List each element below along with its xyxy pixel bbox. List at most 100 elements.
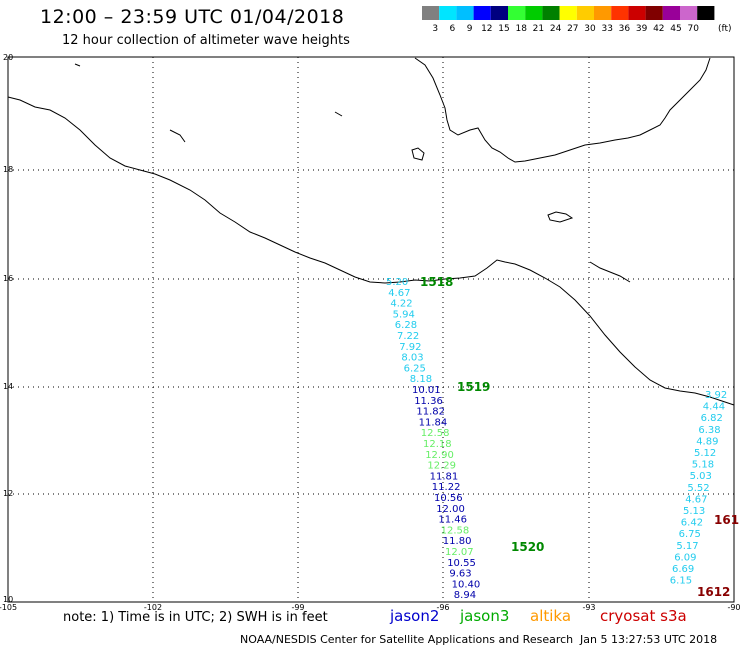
wave-height-value: 12.07 (445, 547, 474, 558)
scale-label: 27 (567, 24, 578, 34)
scale-label: 24 (550, 24, 562, 34)
scale-swatch (576, 6, 594, 20)
lat-label: 14 (3, 382, 13, 391)
orbit-label: 1518 (420, 275, 453, 289)
wave-height-value: 5.94 (393, 309, 415, 320)
scale-label: 15 (498, 24, 509, 34)
wave-height-value: 5.20 (386, 277, 408, 288)
scale-swatch (456, 6, 474, 20)
wave-height-value: 6.28 (395, 320, 417, 331)
wave-height-value: 4.67 (685, 494, 707, 505)
wave-height-value: 5.18 (692, 460, 714, 471)
scale-label: 6 (450, 24, 456, 34)
wave-height-value: 9.63 (449, 569, 471, 580)
scale-swatch (611, 6, 629, 20)
scale-swatch (525, 6, 543, 20)
scale-swatch (490, 6, 508, 20)
scale-label: 39 (636, 24, 648, 34)
scale-swatch (680, 6, 698, 20)
scale-swatch (662, 6, 680, 20)
wave-height-value: 8.03 (401, 353, 423, 364)
wave-height-value: 5.52 (687, 483, 709, 494)
scale-swatch (697, 6, 715, 20)
map-title: 12:00 – 23:59 UTC 01/04/2018 (40, 6, 345, 28)
scale-label: 70 (687, 24, 699, 34)
orbit-label: 161 (714, 513, 739, 527)
scale-swatch (422, 6, 440, 20)
scale-swatch (439, 6, 457, 20)
map-frame (7, 56, 735, 603)
wave-height-value: 5.17 (676, 541, 698, 552)
scale-label: 21 (533, 24, 544, 34)
lon-label: -99 (291, 603, 304, 612)
lat-label: 12 (3, 489, 13, 498)
wave-height-value: 12.00 (436, 504, 465, 515)
wave-height-value: 6.15 (670, 576, 692, 587)
scale-label: 33 (601, 24, 612, 34)
wave-height-value: 12.29 (427, 461, 456, 472)
wave-height-value: 6.75 (679, 529, 701, 540)
scale-label: 3 (432, 24, 438, 34)
wave-height-value: 6.09 (674, 552, 696, 563)
wave-height-value: 8.94 (454, 590, 476, 601)
wave-height-value: 8.18 (410, 374, 432, 385)
wave-height-value: 11.84 (419, 417, 448, 428)
wave-height-value: 4.89 (696, 436, 718, 447)
color-scale-bar: 3 6 9 12 15 18 21 24 27 30 33 36 39 42 45 70 (ft) (422, 6, 732, 34)
scale-swatch (594, 6, 612, 20)
wave-height-value: 12.58 (421, 428, 450, 439)
lat-label: 20 (3, 53, 13, 62)
wave-height-value: 5.03 (690, 471, 712, 482)
legend-cryosat: cryosat s3a (600, 607, 687, 625)
wave-height-value: 4.22 (390, 299, 412, 310)
wave-height-value: 6.82 (701, 413, 723, 424)
wave-height-value: 4.67 (388, 288, 410, 299)
legend-jason3: jason3 (460, 607, 510, 625)
legend-note: note: 1) Time is in UTC; 2) SWH is in fe… (63, 610, 328, 625)
wave-height-value: 10.01 (412, 385, 441, 396)
wave-height-value: 6.42 (681, 518, 703, 529)
scale-swatch (508, 6, 526, 20)
wave-height-value: 11.36 (414, 396, 443, 407)
scale-label: 9 (467, 24, 473, 34)
wave-height-value: 6.25 (404, 363, 426, 374)
scale-label: 12 (481, 24, 492, 34)
scale-label: 45 (670, 24, 681, 34)
scale-label: 42 (653, 24, 664, 34)
scale-swatch (645, 6, 663, 20)
legend-jason2: jason2 (390, 607, 440, 625)
scale-label: 18 (515, 24, 527, 34)
wave-height-value: 5.13 (683, 506, 705, 517)
wave-height-value: 10.56 (434, 493, 463, 504)
orbit-label: 1519 (457, 380, 490, 394)
lon-label: -105 (0, 603, 17, 612)
wave-height-value: 6.69 (672, 564, 694, 575)
graticule (8, 57, 734, 602)
wave-height-value: 12.18 (423, 439, 452, 450)
scale-label: 36 (619, 24, 631, 34)
lat-label: 16 (3, 274, 13, 283)
lon-label: -90 (727, 603, 740, 612)
map-subtitle: 12 hour collection of altimeter wave hei… (62, 33, 350, 48)
legend-altika: altika (530, 607, 572, 625)
wave-height-value: 10.40 (452, 579, 481, 590)
scale-swatch (542, 6, 560, 20)
lon-label: -96 (436, 603, 449, 612)
scale-label: 30 (584, 24, 596, 34)
lat-label: 10 (3, 595, 13, 604)
scale-unit: (ft) (718, 24, 732, 34)
lon-label: -93 (582, 603, 595, 612)
scale-swatch (559, 6, 577, 20)
wave-height-value: 11.22 (432, 482, 461, 493)
wave-height-value: 11.46 (438, 515, 467, 526)
wave-height-value: 11.82 (416, 407, 445, 418)
wave-height-value: 11.80 (443, 536, 472, 547)
orbit-label: 1612 (697, 585, 730, 599)
wave-height-value: 5.12 (694, 448, 716, 459)
wave-height-value: 11.81 (430, 471, 459, 482)
wave-height-value: 6.38 (698, 425, 720, 436)
wave-height-value: 10.55 (447, 558, 476, 569)
credits: NOAA/NESDIS Center for Satellite Applica… (240, 633, 574, 646)
coastline (7, 57, 735, 406)
